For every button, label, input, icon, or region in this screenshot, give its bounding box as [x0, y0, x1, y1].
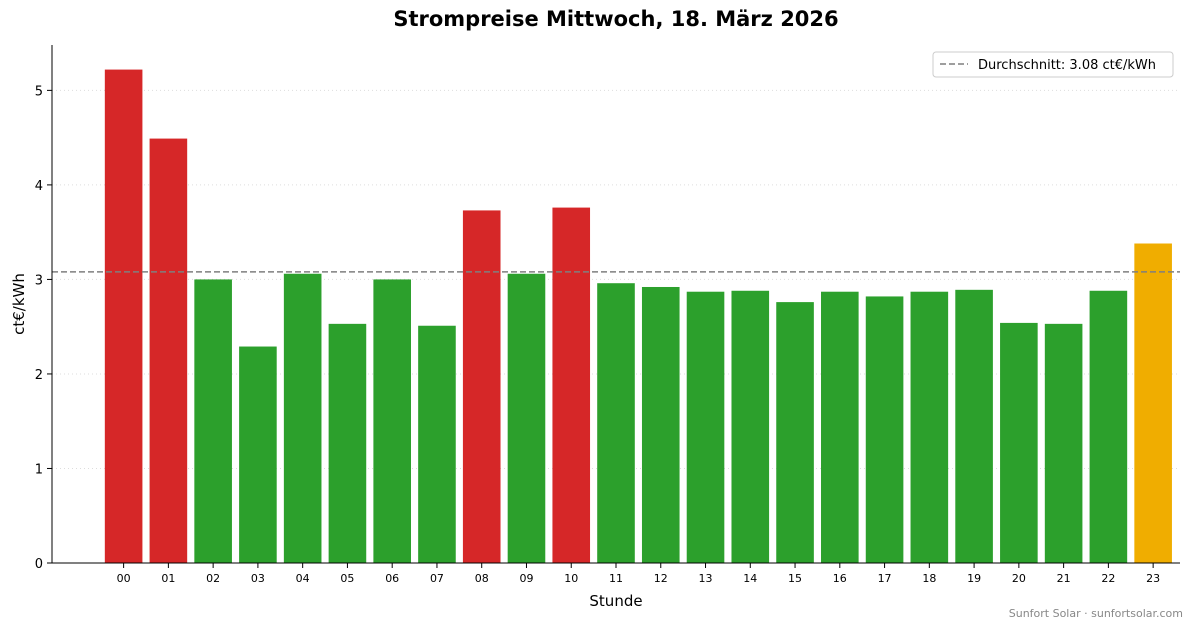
y-tick-label: 1: [35, 462, 43, 477]
x-ticks: 00 01 02 03 04 05 06 07 08 09 10 11 12 13 14 15 16 17 18 19…: [117, 563, 1160, 585]
x-tick-label: 10: [564, 572, 578, 585]
x-tick-label: 12: [654, 572, 668, 585]
bar-02: [194, 279, 232, 563]
bar-09: [507, 273, 546, 563]
bar-17: [865, 296, 904, 563]
bar-04: [283, 273, 322, 563]
x-tick-label: 23: [1146, 572, 1160, 585]
x-tick-label: 14: [743, 572, 757, 585]
bar-07: [418, 325, 456, 563]
x-tick-label: 07: [430, 572, 444, 585]
bar-03: [239, 346, 277, 563]
chart-title: Strompreise Mittwoch, 18. März 2026: [393, 7, 838, 31]
bar-19: [955, 289, 993, 563]
y-tick-label: 4: [35, 179, 43, 194]
bar-23: [1134, 243, 1172, 563]
x-tick-label: 18: [922, 572, 936, 585]
x-tick-label: 22: [1101, 572, 1115, 585]
x-tick-label: 04: [296, 572, 310, 585]
bar-22: [1089, 290, 1128, 563]
bar-13: [686, 291, 725, 563]
bar-08: [462, 210, 501, 563]
x-tick-label: 11: [609, 572, 623, 585]
bar-01: [149, 138, 188, 563]
x-axis-label: Stunde: [589, 592, 642, 610]
x-tick-label: 03: [251, 572, 265, 585]
x-tick-label: 01: [161, 572, 175, 585]
watermark: Sunfort Solar · sunfortsolar.com: [1009, 607, 1183, 620]
bar-20: [1000, 322, 1038, 563]
x-tick-label: 19: [967, 572, 981, 585]
y-tick-label: 0: [35, 557, 43, 572]
x-tick-label: 09: [519, 572, 533, 585]
x-tick-label: 00: [117, 572, 131, 585]
bar-18: [910, 291, 949, 563]
bar-10: [552, 207, 591, 564]
x-tick-label: 15: [788, 572, 802, 585]
legend-box: [932, 51, 1174, 78]
x-tick-label: 20: [1012, 572, 1026, 585]
x-tick-label: 17: [878, 572, 892, 585]
x-tick-label: 02: [206, 572, 220, 585]
bar-06: [373, 279, 411, 563]
bar-21: [1044, 323, 1083, 563]
legend-label: Durchschnitt: 3.08 ct€/kWh: [978, 58, 1156, 73]
x-tick-label: 05: [340, 572, 354, 585]
y-tick-label: 3: [35, 273, 43, 288]
bar-14: [731, 290, 770, 563]
bar-11: [597, 283, 635, 563]
y-tick-label: 2: [35, 368, 43, 383]
y-ticks: 0 1 2 3 4 5: [35, 84, 52, 572]
x-tick-label: 06: [385, 572, 399, 585]
x-tick-label: 16: [833, 572, 847, 585]
y-tick-label: 5: [35, 84, 43, 99]
x-tick-label: 21: [1057, 572, 1071, 585]
bar-05: [328, 323, 367, 563]
bar-16: [821, 291, 859, 563]
bar-00: [104, 69, 143, 563]
bar-15: [776, 302, 814, 563]
legend: Durchschnitt: 3.08 ct€/kWh: [932, 51, 1174, 78]
y-axis-label: ct€/kWh: [10, 273, 28, 335]
bar-12: [641, 286, 680, 563]
x-tick-label: 08: [475, 572, 489, 585]
x-tick-label: 13: [699, 572, 713, 585]
bars: [104, 69, 1172, 564]
